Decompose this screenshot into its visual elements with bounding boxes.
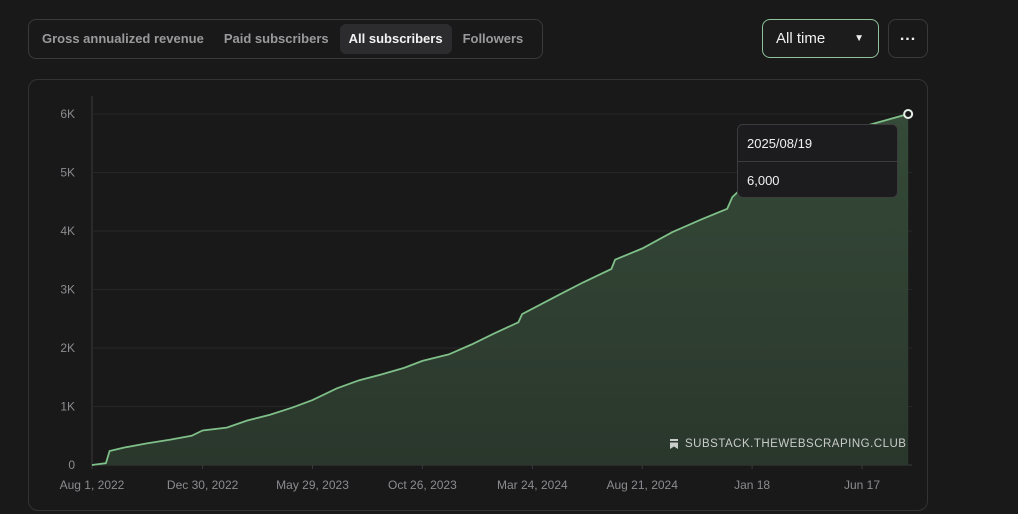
watermark-text: SUBSTACK.THEWEBSCRAPING.CLUB (685, 438, 907, 450)
more-options-button[interactable]: ... (888, 19, 928, 58)
x-tick-label: Dec 30, 2022 (167, 478, 239, 492)
data-tooltip: 2025/08/19 6,000 (737, 124, 898, 198)
y-tick-label: 6K (60, 107, 75, 121)
tooltip-divider (738, 161, 897, 162)
tooltip-value: 6,000 (747, 173, 780, 188)
x-tick-label: Aug 1, 2022 (60, 478, 125, 492)
series-area (92, 114, 909, 465)
tooltip-date: 2025/08/19 (747, 136, 813, 151)
tab-all-subscribers[interactable]: All subscribers (339, 24, 452, 54)
time-range-select[interactable]: All time ▼ (762, 19, 879, 58)
bookmark-icon (670, 439, 678, 449)
y-tick-label: 3K (60, 283, 75, 297)
y-tick-label: 5K (60, 166, 75, 180)
x-tick-label: May 29, 2023 (276, 478, 349, 492)
y-tick-label: 1K (60, 400, 75, 414)
tab-paid-subscribers[interactable]: Paid subscribers (223, 31, 329, 46)
y-tick-label: 0 (68, 458, 75, 472)
series-line (91, 113, 909, 466)
caret-down-icon: ▼ (854, 33, 864, 44)
x-tick-label: Jan 18 (734, 478, 770, 492)
x-tick-label: Jun 17 (844, 478, 880, 492)
time-range-value: All time (776, 30, 826, 47)
watermark: SUBSTACK.THEWEBSCRAPING.CLUB (670, 438, 906, 450)
more-horizontal-icon: ... (899, 26, 917, 44)
highlight-point[interactable] (903, 109, 914, 119)
x-tick-label: Aug 21, 2024 (607, 478, 679, 492)
y-tick-label: 2K (60, 341, 75, 355)
metric-tabs: Gross annualized revenue Paid subscriber… (28, 19, 543, 59)
tab-gross-annualized-revenue[interactable]: Gross annualized revenue (42, 31, 204, 46)
x-tick-label: Oct 26, 2023 (388, 478, 457, 492)
x-tick-label: Mar 24, 2024 (497, 478, 568, 492)
tab-followers[interactable]: Followers (462, 31, 524, 46)
y-tick-label: 4K (60, 224, 75, 238)
